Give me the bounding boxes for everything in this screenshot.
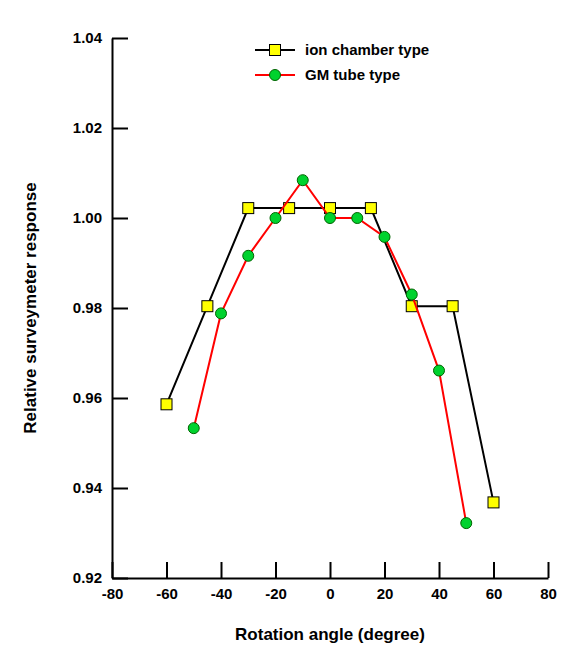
x-tick-mark [221, 562, 223, 578]
chart: -80 -60 -40 -20 0 20 40 60 80 0.92 0.94 0.96 0.98 1.0… [0, 0, 584, 670]
x-tick-label: 20 [377, 585, 394, 602]
data-point [447, 301, 458, 312]
y-tick-label: 1.04 [73, 29, 103, 46]
x-tick-label: -80 [102, 585, 124, 602]
x-axis: -80 -60 -40 -20 0 20 40 60 80 [102, 562, 557, 602]
y-tick: 1.00 [73, 209, 128, 226]
data-point [216, 308, 227, 319]
y-tick: 0.98 [73, 299, 128, 316]
x-tick-label: -60 [156, 585, 178, 602]
x-tick: -20 [265, 562, 287, 602]
data-point [161, 399, 172, 410]
data-point [365, 203, 376, 214]
x-tick-mark [493, 562, 495, 578]
x-tick-label: 80 [540, 585, 557, 602]
legend-marker [270, 45, 281, 56]
legend-label: GM tube type [305, 66, 400, 83]
series-line [194, 180, 467, 523]
data-point [488, 497, 499, 508]
data-point [461, 518, 472, 529]
plot-area [161, 175, 499, 529]
x-tick-mark [548, 562, 550, 578]
y-tick-mark [112, 398, 128, 400]
legend-item: GM tube type [255, 66, 400, 83]
x-tick-label: -40 [211, 585, 233, 602]
series-line [167, 208, 494, 502]
y-tick-label: 1.02 [73, 119, 102, 136]
data-point [270, 213, 281, 224]
x-tick: 60 [486, 562, 503, 602]
x-tick-mark [330, 562, 332, 578]
data-point [188, 423, 199, 434]
y-tick-mark [112, 38, 128, 40]
x-tick-label: 40 [431, 585, 448, 602]
x-tick-label: 60 [486, 585, 503, 602]
x-tick-label: -20 [265, 585, 287, 602]
data-point [297, 175, 308, 186]
y-tick: 1.04 [73, 29, 128, 46]
y-tick-label: 0.94 [73, 479, 103, 496]
x-tick-mark [166, 562, 168, 578]
x-tick: 80 [540, 562, 557, 602]
data-point [243, 203, 254, 214]
y-tick-mark [112, 578, 128, 580]
y-tick-label: 1.00 [73, 209, 102, 226]
data-point [379, 231, 390, 242]
y-tick-mark [112, 488, 128, 490]
x-tick-mark [384, 562, 386, 578]
data-point [243, 250, 254, 261]
data-point [406, 289, 417, 300]
x-tick: 0 [326, 562, 334, 602]
y-tick: 0.94 [73, 479, 128, 496]
legend-label: ion chamber type [305, 41, 429, 58]
y-tick: 0.96 [73, 389, 128, 406]
y-tick-label: 0.92 [73, 569, 102, 586]
y-tick-mark [112, 308, 128, 310]
legend: ion chamber type GM tube type [255, 41, 429, 83]
y-tick-mark [112, 128, 128, 130]
y-tick: 1.02 [73, 119, 128, 136]
y-tick-label: 0.98 [73, 299, 102, 316]
x-axis-title: Rotation angle (degree) [235, 625, 425, 644]
data-point [202, 301, 213, 312]
x-tick: -40 [211, 562, 233, 602]
x-tick: -60 [156, 562, 178, 602]
y-tick: 0.92 [73, 569, 128, 586]
data-point [434, 365, 445, 376]
y-axis-title: Relative surveymeter response [21, 182, 40, 433]
data-point [352, 213, 363, 224]
data-point [325, 213, 336, 224]
y-tick-mark [112, 218, 128, 220]
y-tick-label: 0.96 [73, 389, 102, 406]
y-axis: 0.92 0.94 0.96 0.98 1.00 1.02 1.04 [73, 29, 128, 586]
x-tick-mark [439, 562, 441, 578]
x-tick: 20 [377, 562, 394, 602]
legend-item: ion chamber type [255, 41, 429, 58]
x-tick-mark [275, 562, 277, 578]
legend-marker [270, 70, 281, 81]
x-tick-label: 0 [326, 585, 334, 602]
x-tick: 40 [431, 562, 448, 602]
